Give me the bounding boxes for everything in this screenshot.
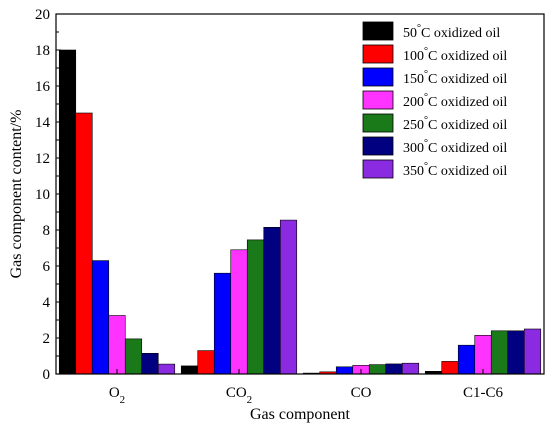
bar-co-series-5 <box>368 364 387 375</box>
bar-co2-series-3 <box>213 272 232 375</box>
legend-swatch-2 <box>362 44 394 64</box>
legend-swatch-3 <box>362 67 394 87</box>
x-tick-label-co2: CO2 <box>226 385 252 406</box>
legend-swatch-7 <box>362 159 394 179</box>
legend-label-4: 200°C oxidized oil <box>403 92 507 110</box>
bar-co2-series-4 <box>230 249 248 375</box>
bar-c1-c6-series-2 <box>441 361 459 375</box>
bar-o2-series-2 <box>75 112 93 375</box>
y-tick-label: 6 <box>43 259 51 275</box>
bar-co-series-7 <box>401 362 420 375</box>
bar-co2-series-6 <box>263 227 281 375</box>
legend-label-6: 300°C oxidized oil <box>403 138 507 156</box>
bars-layer <box>58 49 542 375</box>
y-tick-label: 0 <box>43 367 51 383</box>
legend-label-5: 250°C oxidized oil <box>403 115 507 133</box>
y-tick-label: 20 <box>35 7 50 23</box>
legend-label-3: 150°C oxidized oil <box>403 69 507 87</box>
bar-co-series-6 <box>385 363 403 375</box>
bar-o2-series-3 <box>91 260 110 375</box>
bar-c1-c6-series-5 <box>490 330 509 375</box>
bar-co2-series-5 <box>246 239 265 375</box>
bar-co2-series-7 <box>279 219 298 375</box>
legend-label-7: 350°C oxidized oil <box>403 161 507 179</box>
legend-swatch-4 <box>362 90 394 110</box>
bar-co2-series-2 <box>197 350 215 375</box>
y-tick-label: 10 <box>35 187 50 203</box>
y-tick-label: 2 <box>43 331 51 347</box>
bar-co2-series-1 <box>180 365 199 375</box>
y-tick-label: 16 <box>35 79 51 95</box>
x-tick-label-c1-c6: C1-C6 <box>463 385 504 401</box>
y-axis-title: Gas component content/% <box>8 110 25 279</box>
bar-co-series-3 <box>335 366 354 375</box>
bar-o2-series-6 <box>141 352 159 375</box>
legend-swatch-5 <box>362 113 394 133</box>
bar-c1-c6-series-3 <box>457 344 476 375</box>
bar-c1-c6-series-4 <box>474 334 492 375</box>
y-tick-label: 18 <box>35 43 50 59</box>
legend-swatch-1 <box>362 21 394 41</box>
y-tick-label: 8 <box>43 223 51 239</box>
x-tick-label-co: CO <box>351 385 372 401</box>
y-tick-label: 14 <box>35 115 51 131</box>
bar-c1-c6-series-6 <box>507 330 525 375</box>
legend-label-2: 100°C oxidized oil <box>403 46 507 64</box>
legend-swatch-6 <box>362 136 394 156</box>
y-tick-label: 12 <box>35 151 50 167</box>
legend-label-1: 50°C oxidized oil <box>403 23 500 41</box>
bar-o2-series-5 <box>124 338 143 375</box>
legend: 50°C oxidized oil 100°C oxidized oil 150°C… <box>362 21 507 179</box>
bar-c1-c6-series-7 <box>523 328 542 375</box>
bar-o2-series-4 <box>108 315 126 375</box>
x-axis-title: Gas component <box>250 406 351 423</box>
bar-o2-series-7 <box>157 363 176 375</box>
y-tick-label: 4 <box>43 295 51 311</box>
bar-o2-series-1 <box>58 49 77 375</box>
